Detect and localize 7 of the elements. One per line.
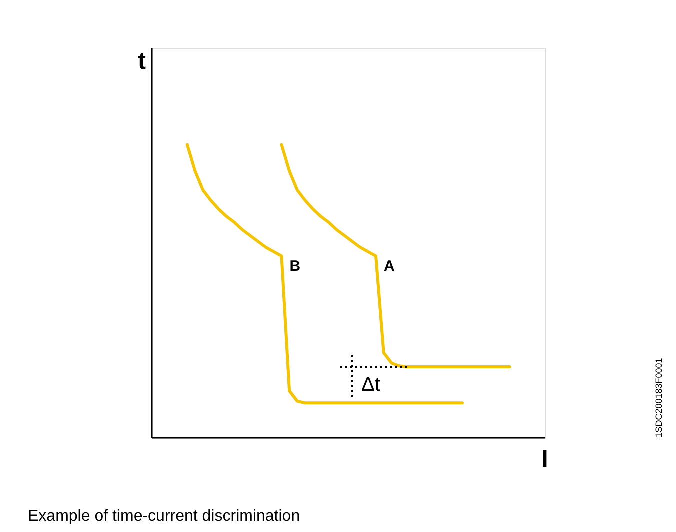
- text: 1SDC200183F0001: [654, 358, 664, 438]
- y-axis-title: t: [138, 48, 146, 75]
- series-label: A: [384, 258, 396, 276]
- series-label: B: [290, 258, 301, 276]
- x-axis-title: I: [542, 446, 548, 473]
- text: Example of time-current discrimination: [28, 508, 300, 525]
- annotation: Δt: [362, 374, 381, 396]
